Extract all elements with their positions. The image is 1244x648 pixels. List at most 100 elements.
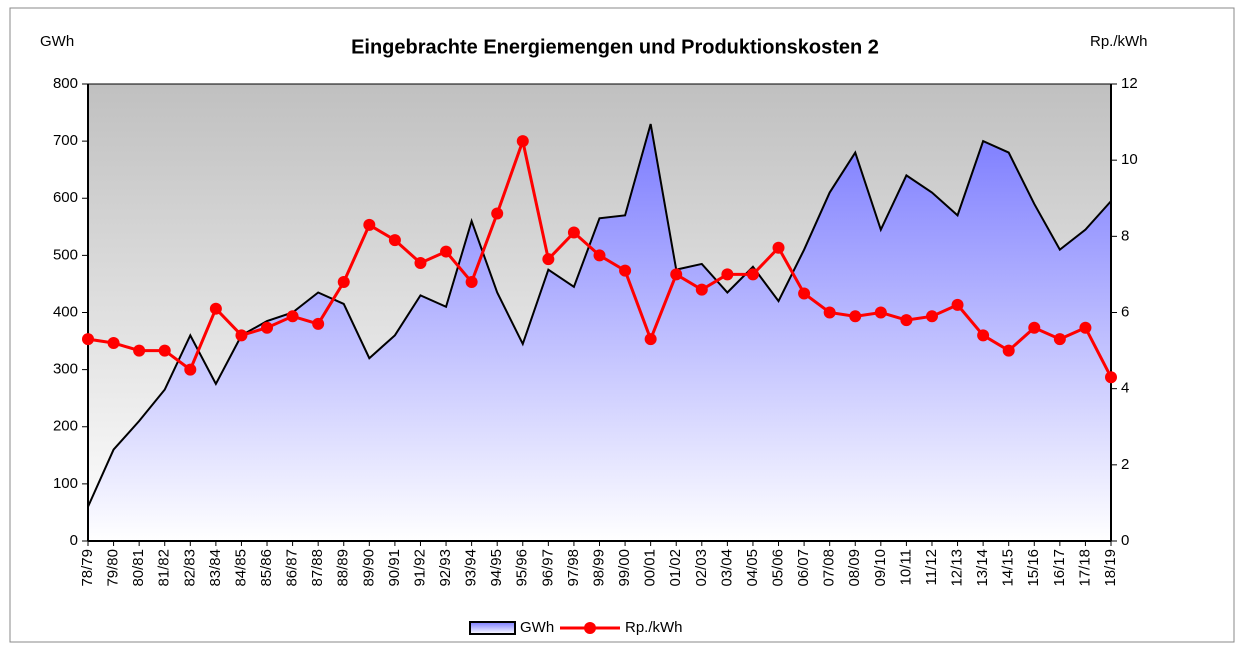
point [567, 226, 580, 239]
y-tick-label: 300 [53, 361, 78, 378]
legend-label: GWh [520, 619, 554, 636]
x-tick-label: 13/14 [974, 549, 991, 587]
point [414, 256, 427, 269]
point [619, 264, 632, 277]
point [158, 344, 171, 357]
x-tick-label: 17/18 [1076, 549, 1093, 587]
point [542, 253, 555, 266]
point [1028, 321, 1041, 334]
point [746, 268, 759, 281]
y-tick-label: 100 [53, 475, 78, 492]
point [670, 268, 683, 281]
x-tick-label: 87/88 [309, 549, 326, 587]
y2-tick-label: 12 [1121, 75, 1138, 92]
y2-tick-label: 0 [1121, 532, 1129, 549]
y2-tick-label: 10 [1121, 151, 1138, 168]
x-tick-label: 96/97 [539, 549, 556, 587]
x-tick-label: 16/17 [1051, 549, 1068, 587]
x-tick-label: 18/19 [1102, 549, 1119, 587]
point [695, 283, 708, 296]
point [1053, 333, 1066, 346]
point [82, 333, 94, 346]
x-tick-label: 82/83 [181, 549, 198, 587]
x-tick-label: 05/06 [769, 549, 786, 587]
point [133, 344, 146, 357]
point [516, 135, 529, 148]
y2-tick-label: 6 [1121, 303, 1129, 320]
x-tick-label: 11/12 [923, 549, 940, 585]
point [951, 298, 964, 311]
x-tick-label: 84/85 [232, 549, 249, 587]
x-tick-label: 92/93 [437, 549, 454, 587]
point [1002, 344, 1015, 357]
y2-tick-label: 8 [1121, 227, 1129, 244]
frame [9, 7, 1235, 643]
chart-title: Eingebrachte Energiemengen und Produktio… [351, 36, 879, 58]
x-tick-label: 81/82 [156, 549, 173, 587]
x-tick-label: 80/81 [130, 549, 147, 587]
x-tick-label: 94/95 [488, 549, 505, 587]
area-line [87, 123, 1112, 508]
point [312, 317, 325, 330]
legend-swatch [469, 621, 516, 635]
x-tick-label: 88/89 [335, 549, 352, 587]
point [209, 302, 222, 315]
legend-label: Rp./kWh [625, 619, 683, 636]
x-tick-label: 93/94 [463, 549, 480, 587]
x-tick-label: 91/92 [411, 549, 428, 587]
point [925, 310, 938, 323]
point [235, 329, 248, 342]
x-tick-label: 78/79 [79, 549, 96, 587]
point [107, 336, 120, 349]
x-tick-label: 00/01 [642, 549, 659, 587]
y-tick-label: 700 [53, 132, 78, 149]
point [849, 310, 862, 323]
x-tick-label: 07/08 [821, 549, 838, 587]
x-tick-label: 03/04 [718, 549, 735, 587]
point [184, 363, 197, 376]
x-tick-label: 95/96 [514, 549, 531, 587]
x-tick-label: 97/98 [565, 549, 582, 587]
point [977, 329, 990, 342]
area-fill [88, 123, 1111, 542]
x-tick-label: 90/91 [386, 549, 403, 587]
point [440, 245, 453, 258]
x-tick-label: 83/84 [207, 549, 224, 587]
x-tick-label: 02/03 [693, 549, 710, 587]
y-tick-label: 0 [70, 532, 78, 549]
point [874, 306, 887, 319]
x-tick-label: 08/09 [846, 549, 863, 587]
x-tick-label: 06/07 [795, 549, 812, 587]
point [772, 241, 785, 254]
x-tick-label: 85/86 [258, 549, 275, 587]
x-tick-label: 99/00 [616, 549, 633, 587]
point [900, 314, 913, 327]
y2-axis-label: Rp./kWh [1090, 33, 1148, 50]
x-tick-label: 04/05 [744, 549, 761, 587]
y2-tick-label: 4 [1121, 380, 1129, 397]
point [363, 218, 376, 231]
y-tick-label: 200 [53, 418, 78, 435]
point [337, 276, 350, 289]
x-tick-label: 79/80 [105, 549, 122, 587]
point [388, 234, 401, 247]
point [286, 310, 299, 323]
point [1079, 321, 1092, 334]
x-tick-label: 10/11 [897, 549, 914, 585]
y-tick-label: 800 [53, 75, 78, 92]
x-tick-label: 86/87 [284, 549, 301, 587]
point [721, 268, 734, 281]
point [261, 321, 274, 334]
point [465, 276, 478, 289]
x-tick-label: 09/10 [872, 549, 889, 587]
point [823, 306, 836, 319]
y-axis-label: GWh [40, 33, 74, 50]
x-tick-label: 98/99 [590, 549, 607, 587]
y2-tick-label: 2 [1121, 456, 1129, 473]
point [1105, 371, 1117, 384]
x-tick-label: 15/16 [1025, 549, 1042, 587]
point [644, 333, 657, 346]
x-tick-label: 12/13 [949, 549, 966, 587]
point [491, 207, 504, 220]
